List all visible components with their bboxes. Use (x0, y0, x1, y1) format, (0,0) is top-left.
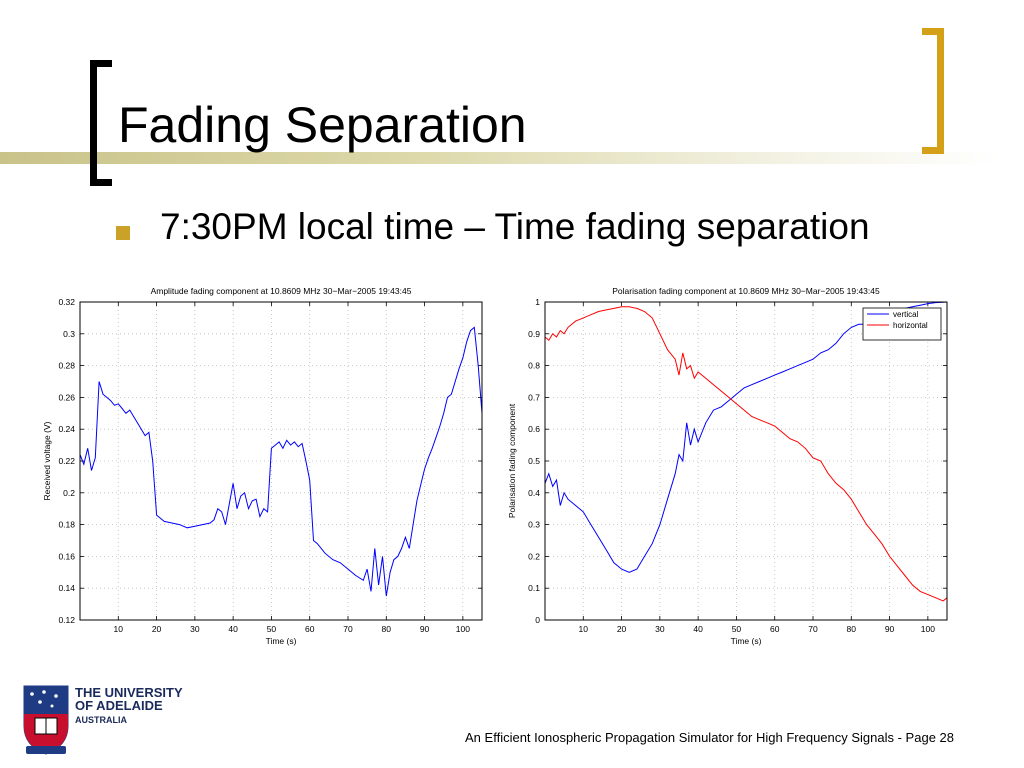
y-axis-label: Received voltage (V) (42, 421, 52, 500)
x-tick-label: 50 (267, 624, 277, 634)
y-tick-label: 0.6 (528, 424, 540, 434)
chart-title: Polarisation fading component at 10.8609… (612, 286, 880, 296)
y-tick-label: 0.1 (528, 583, 540, 593)
series-line-horizontal (544, 306, 948, 602)
y-tick-label: 0.14 (58, 583, 75, 593)
y-tick-label: 0.28 (58, 361, 75, 371)
legend-label-horizontal: horizontal (893, 321, 928, 330)
x-tick-label: 80 (847, 624, 857, 634)
y-tick-label: 0.9 (528, 329, 540, 339)
series-line-series-0 (79, 326, 483, 597)
y-tick-label: 0.32 (58, 297, 75, 307)
y-tick-label: 0.8 (528, 361, 540, 371)
y-axis-label: Polarisation fading component (507, 403, 517, 518)
x-tick-label: 80 (382, 624, 392, 634)
x-tick-label: 30 (655, 624, 665, 634)
x-tick-label: 70 (343, 624, 353, 634)
x-tick-label: 40 (228, 624, 238, 634)
bullet-square-icon (116, 226, 130, 240)
y-tick-label: 0.2 (63, 488, 75, 498)
amplitude-fading-chart: Amplitude fading component at 10.8609 MH… (42, 286, 483, 646)
bullet-text: 7:30PM local time – Time fading separati… (160, 206, 870, 247)
x-tick-label: 60 (770, 624, 780, 634)
y-tick-label: 0.24 (58, 424, 75, 434)
x-tick-label: 100 (921, 624, 935, 634)
y-tick-label: 0.26 (58, 392, 75, 402)
y-tick-label: 0.12 (58, 615, 75, 625)
x-tick-label: 20 (617, 624, 627, 634)
x-axis-label: Time (s) (731, 636, 762, 646)
y-tick-label: 0.3 (528, 520, 540, 530)
y-tick-label: 0.5 (528, 456, 540, 466)
x-tick-label: 100 (456, 624, 470, 634)
slide-footer: An Efficient Ionospheric Propagation Sim… (465, 730, 954, 745)
y-tick-label: 0.3 (63, 329, 75, 339)
logo-line1: THE UNIVERSITY (75, 685, 183, 700)
plot-frame (79, 301, 483, 621)
polarisation-fading-chart: Polarisation fading component at 10.8609… (507, 286, 948, 646)
x-tick-label: 30 (190, 624, 200, 634)
title-underline-bar (0, 152, 1000, 164)
y-tick-label: 0.16 (58, 551, 75, 561)
logo-line2: OF ADELAIDE (75, 698, 163, 713)
legend-box (862, 307, 942, 341)
x-tick-label: 90 (420, 624, 430, 634)
right-bracket-decoration (922, 28, 944, 154)
x-tick-label: 70 (808, 624, 818, 634)
y-tick-label: 0 (535, 615, 540, 625)
legend-label-vertical: vertical (893, 310, 919, 319)
x-tick-label: 90 (885, 624, 895, 634)
y-tick-label: 0.4 (528, 488, 540, 498)
chart-title: Amplitude fading component at 10.8609 MH… (151, 286, 412, 296)
university-crest-icon (23, 685, 69, 755)
slide-title: Fading Separation (118, 97, 527, 153)
x-tick-label: 60 (305, 624, 315, 634)
x-tick-label: 40 (693, 624, 703, 634)
x-tick-label: 10 (114, 624, 124, 634)
x-tick-label: 20 (152, 624, 162, 634)
y-tick-label: 0.18 (58, 520, 75, 530)
y-tick-label: 0.2 (528, 551, 540, 561)
plot-frame (544, 301, 948, 621)
x-axis-label: Time (s) (266, 636, 297, 646)
logo-line3: AUSTRALIA (75, 715, 127, 725)
x-tick-label: 10 (579, 624, 589, 634)
university-logo-text: THE UNIVERSITY OF ADELAIDE AUSTRALIA (75, 686, 183, 727)
y-tick-label: 0.7 (528, 392, 540, 402)
left-bracket-decoration (90, 60, 112, 186)
x-tick-label: 50 (732, 624, 742, 634)
y-tick-label: 1 (535, 297, 540, 307)
y-tick-label: 0.22 (58, 456, 75, 466)
